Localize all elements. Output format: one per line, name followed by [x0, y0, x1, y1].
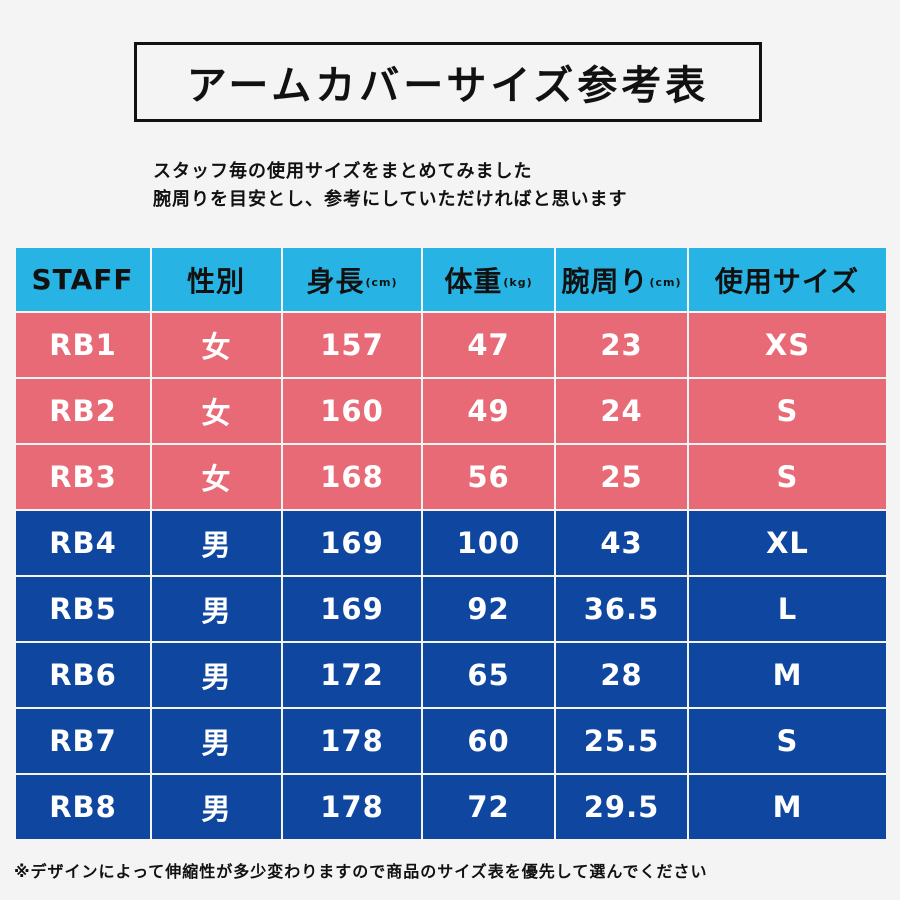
cell-size: XL	[689, 511, 886, 575]
cell-arm: 28	[556, 643, 687, 707]
cell-staff: RB7	[16, 709, 150, 773]
cell-size: S	[689, 445, 886, 509]
cell-weight: 56	[423, 445, 554, 509]
header-arm-unit: (cm)	[649, 276, 682, 289]
cell-arm: 24	[556, 379, 687, 443]
header-staff: STAFF	[16, 248, 150, 311]
cell-size: XS	[689, 313, 886, 377]
page-title: アームカバーサイズ参考表	[186, 63, 710, 109]
cell-staff: RB4	[16, 511, 150, 575]
cell-staff: RB6	[16, 643, 150, 707]
cell-gender: 女	[152, 379, 281, 443]
cell-staff: RB5	[16, 577, 150, 641]
cell-size: L	[689, 577, 886, 641]
header-weight-unit: (kg)	[503, 276, 533, 289]
header-height-unit: (cm)	[365, 276, 398, 289]
cell-gender: 男	[152, 775, 281, 839]
footnote: ※デザインによって伸縮性が多少変わりますので商品のサイズ表を優先して選んでくださ…	[14, 862, 708, 881]
table-row: RB2 女 160 49 24 S	[16, 379, 886, 443]
header-gender: 性別	[152, 248, 281, 311]
table-row: RB6 男 172 65 28 M	[16, 643, 886, 707]
size-table: STAFF 性別 身長(cm) 体重(kg) 腕周り(cm) 使用サイズ RB1…	[14, 246, 888, 841]
cell-weight: 60	[423, 709, 554, 773]
cell-staff: RB1	[16, 313, 150, 377]
table-row: RB3 女 168 56 25 S	[16, 445, 886, 509]
title-box: アームカバーサイズ参考表	[134, 42, 762, 122]
cell-height: 168	[283, 445, 421, 509]
cell-staff: RB8	[16, 775, 150, 839]
cell-weight: 72	[423, 775, 554, 839]
cell-height: 169	[283, 511, 421, 575]
table-row: RB8 男 178 72 29.5 M	[16, 775, 886, 839]
cell-size: S	[689, 379, 886, 443]
intro-line-2: 腕周りを目安とし、参考にしていただければと思います	[153, 189, 628, 210]
cell-height: 169	[283, 577, 421, 641]
table-row: RB5 男 169 92 36.5 L	[16, 577, 886, 641]
intro-text: スタッフ毎の使用サイズをまとめてみました 腕周りを目安とし、参考にしていただけれ…	[153, 158, 627, 214]
intro-line-1: スタッフ毎の使用サイズをまとめてみました	[153, 161, 533, 182]
cell-height: 157	[283, 313, 421, 377]
cell-weight: 100	[423, 511, 554, 575]
cell-gender: 男	[152, 577, 281, 641]
cell-height: 178	[283, 775, 421, 839]
table-row: RB1 女 157 47 23 XS	[16, 313, 886, 377]
cell-size: S	[689, 709, 886, 773]
cell-size: M	[689, 775, 886, 839]
cell-weight: 92	[423, 577, 554, 641]
cell-gender: 男	[152, 709, 281, 773]
header-size: 使用サイズ	[689, 248, 886, 311]
cell-height: 160	[283, 379, 421, 443]
cell-height: 178	[283, 709, 421, 773]
cell-arm: 29.5	[556, 775, 687, 839]
header-height: 身長(cm)	[283, 248, 421, 311]
cell-height: 172	[283, 643, 421, 707]
cell-staff: RB2	[16, 379, 150, 443]
cell-arm: 43	[556, 511, 687, 575]
cell-gender: 男	[152, 643, 281, 707]
header-weight: 体重(kg)	[423, 248, 554, 311]
cell-arm: 36.5	[556, 577, 687, 641]
cell-weight: 47	[423, 313, 554, 377]
table-row: RB4 男 169 100 43 XL	[16, 511, 886, 575]
cell-gender: 女	[152, 313, 281, 377]
cell-size: M	[689, 643, 886, 707]
cell-gender: 女	[152, 445, 281, 509]
header-arm: 腕周り(cm)	[556, 248, 687, 311]
cell-arm: 25	[556, 445, 687, 509]
cell-arm: 25.5	[556, 709, 687, 773]
table-header-row: STAFF 性別 身長(cm) 体重(kg) 腕周り(cm) 使用サイズ	[16, 248, 886, 311]
cell-weight: 65	[423, 643, 554, 707]
table-row: RB7 男 178 60 25.5 S	[16, 709, 886, 773]
cell-staff: RB3	[16, 445, 150, 509]
cell-gender: 男	[152, 511, 281, 575]
cell-arm: 23	[556, 313, 687, 377]
cell-weight: 49	[423, 379, 554, 443]
